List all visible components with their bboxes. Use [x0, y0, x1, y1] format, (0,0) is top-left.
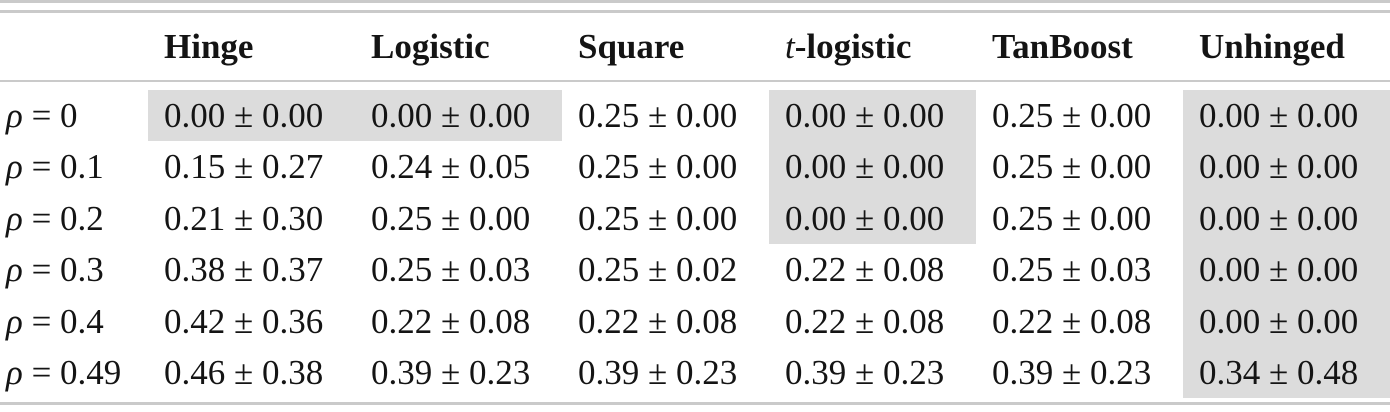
- table-cell: 0.25 ± 0.00: [578, 147, 738, 187]
- table-cell: 0.21 ± 0.30: [164, 198, 324, 238]
- table-cell: 0.25 ± 0.00: [992, 96, 1152, 135]
- table-cell: 0.22 ± 0.08: [578, 301, 738, 341]
- table-cell: 0.00 ± 0.00: [769, 90, 976, 142]
- table-top-rule-outer: [0, 0, 1390, 3]
- header-label: TanBoost: [992, 27, 1133, 66]
- table-cell: 0.25 ± 0.02: [578, 250, 738, 290]
- table-cell: 0.00 ± 0.00: [769, 141, 976, 193]
- table-cell: 0.15 ± 0.27: [164, 147, 324, 187]
- table-cell: 0.25 ± 0.00: [578, 198, 738, 238]
- table-cell: 0.39 ± 0.23: [371, 352, 531, 392]
- table-cell: 0.38 ± 0.37: [164, 250, 324, 290]
- header-cell-unhinged: Unhinged: [1183, 13, 1390, 80]
- header-cell-hinge: Hinge: [148, 13, 355, 80]
- header-cell-t-logistic: t-logistic: [769, 13, 976, 80]
- table-cell: 0.39 ± 0.23: [578, 352, 738, 392]
- row-label: ρ = 0.49: [6, 352, 122, 392]
- table-cell: 0.00 ± 0.00: [355, 90, 562, 142]
- header-cell-square: Square: [562, 13, 769, 80]
- table-cell: 0.25 ± 0.00: [371, 198, 531, 238]
- table-header-rule: [0, 80, 1390, 82]
- table-cell: 0.25 ± 0.00: [992, 147, 1152, 187]
- table-cell: 0.22 ± 0.08: [785, 301, 945, 341]
- table-cell: 0.00 ± 0.00: [1183, 192, 1390, 245]
- table-cell: 0.00 ± 0.00: [1183, 295, 1390, 347]
- header-label: -logistic: [794, 27, 912, 66]
- row-label: ρ = 0.2: [6, 198, 104, 238]
- header-label: Unhinged: [1199, 27, 1345, 66]
- table-cell: 0.00 ± 0.00: [1183, 141, 1390, 193]
- table-cell: 0.25 ± 0.03: [371, 250, 531, 290]
- table-cell: 0.25 ± 0.00: [992, 198, 1152, 238]
- table-cell: 0.25 ± 0.03: [992, 250, 1152, 290]
- table-bottom-rule: [0, 402, 1390, 406]
- header-label: Hinge: [164, 27, 254, 66]
- header-math-prefix: t: [785, 27, 795, 66]
- table-cell: 0.00 ± 0.00: [1183, 244, 1390, 296]
- table-cell: 0.00 ± 0.00: [1183, 90, 1390, 142]
- header-label: Logistic: [371, 27, 490, 66]
- table-cell: 0.39 ± 0.23: [992, 352, 1152, 392]
- table-cell: 0.39 ± 0.23: [785, 352, 945, 392]
- table-cell: 0.25 ± 0.00: [578, 96, 738, 135]
- row-label: ρ = 0.3: [6, 250, 104, 290]
- table-cell: 0.22 ± 0.08: [785, 250, 945, 290]
- table-cell: 0.46 ± 0.38: [164, 352, 324, 392]
- row-label: ρ = 0: [6, 96, 78, 135]
- table-cell: 0.00 ± 0.00: [148, 90, 355, 142]
- table-cell: 0.34 ± 0.48: [1183, 346, 1390, 399]
- table-cell: 0.22 ± 0.08: [371, 301, 531, 341]
- header-cell-tanboost: TanBoost: [976, 13, 1183, 80]
- table-header-row: Hinge Logistic Square t-logistic TanBoost Unh…: [0, 13, 1390, 80]
- row-label: ρ = 0.4: [6, 301, 104, 341]
- header-cell-logistic: Logistic: [355, 13, 562, 80]
- table-cell: 0.22 ± 0.08: [992, 301, 1152, 341]
- table-body: ρ = 0 0.00 ± 0.00 0.00 ± 0.00 0.25 ± 0.00 0.…: [0, 82, 1390, 402]
- table-cell: 0.00 ± 0.00: [769, 192, 976, 245]
- table-cell: 0.42 ± 0.36: [164, 301, 324, 341]
- table-top-rule-inner: [0, 10, 1390, 13]
- header-label: Square: [578, 27, 685, 66]
- row-label: ρ = 0.1: [6, 147, 104, 187]
- header-cell-corner: [0, 13, 148, 80]
- table-cell: 0.24 ± 0.05: [371, 147, 531, 187]
